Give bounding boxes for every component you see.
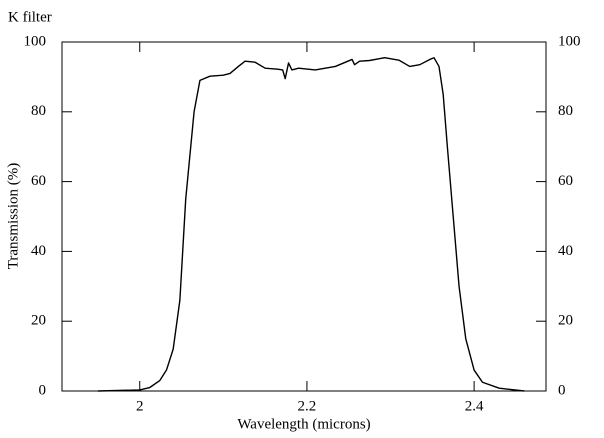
y2-tick-label: 0: [558, 382, 566, 398]
y2-tick-label: 40: [558, 243, 573, 259]
x-tick-label: 2.2: [298, 398, 317, 414]
y-tick-label: 0: [39, 382, 47, 398]
plot-frame: [61, 41, 547, 392]
y-axis-label: Transmission (%): [5, 163, 21, 270]
y2-tick-label: 100: [558, 33, 581, 49]
y2-tick-label: 20: [558, 313, 573, 329]
chart-title: K filter: [8, 9, 52, 25]
y-tick-label: 80: [31, 103, 46, 119]
y-tick-label: 40: [31, 243, 46, 259]
x-tick-label: 2.4: [465, 398, 484, 414]
y2-tick-label: 60: [558, 173, 573, 189]
data-line: [97, 57, 525, 392]
y-tick-label: 100: [24, 33, 47, 49]
y2-tick-label: 80: [558, 103, 573, 119]
x-tick-label: 2: [136, 398, 144, 414]
y-tick-label: 20: [31, 313, 46, 329]
y-tick-label: 60: [31, 173, 46, 189]
x-axis-label: Wavelength (microns): [237, 416, 370, 432]
